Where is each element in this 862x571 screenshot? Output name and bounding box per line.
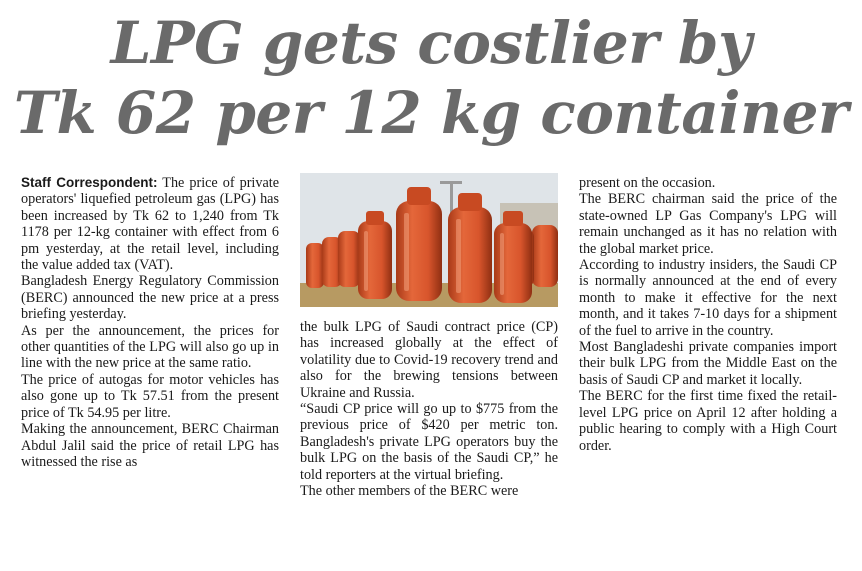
article-paragraph: present on the occasion. (579, 175, 716, 191)
headline: LPG gets costlier by Tk 62 per 12 kg con… (0, 8, 862, 148)
article-lead-text: The price of private operators' liquefie… (21, 175, 280, 274)
article-paragraph: The BERC chairman said the price of the … (579, 191, 837, 257)
article-paragraph: The price of autogas for motor vehicles … (21, 371, 279, 421)
article-paragraph: Making the announcement, BERC Chairman A… (21, 421, 279, 470)
byline: Staff Correspondent: (21, 175, 158, 190)
article-paragraph: According to industry insiders, the Saud… (579, 257, 837, 339)
article-column-2: the bulk LPG of Saudi contract price (CP… (300, 319, 558, 499)
article-paragraph: the bulk LPG of Saudi contract price (CP… (300, 319, 558, 401)
article-paragraph: The other members of the BERC were (300, 483, 519, 500)
headline-line-1: LPG gets costlier by (110, 9, 752, 77)
article-paragraph: Staff Correspondent: The price of privat… (21, 175, 279, 273)
lpg-cylinders-photo (300, 173, 558, 307)
article-paragraph: “Saudi CP price will go up to $775 from … (300, 401, 558, 483)
article-paragraph: Bangladesh Energy Regulatory Commission … (21, 273, 279, 323)
article-paragraph: Most Bangladeshi private companies impor… (579, 339, 837, 388)
lpg-cylinders-illustration (300, 173, 558, 307)
article-paragraph: As per the announcement, the prices for … (21, 322, 279, 372)
article-column-3: present on the occasion. The BERC chairm… (579, 175, 837, 454)
article-paragraph: The BERC for the first time fixed the re… (579, 388, 837, 454)
article-column-1: Staff Correspondent: The price of privat… (21, 175, 279, 470)
headline-line-2: Tk 62 per 12 kg container (13, 79, 849, 147)
